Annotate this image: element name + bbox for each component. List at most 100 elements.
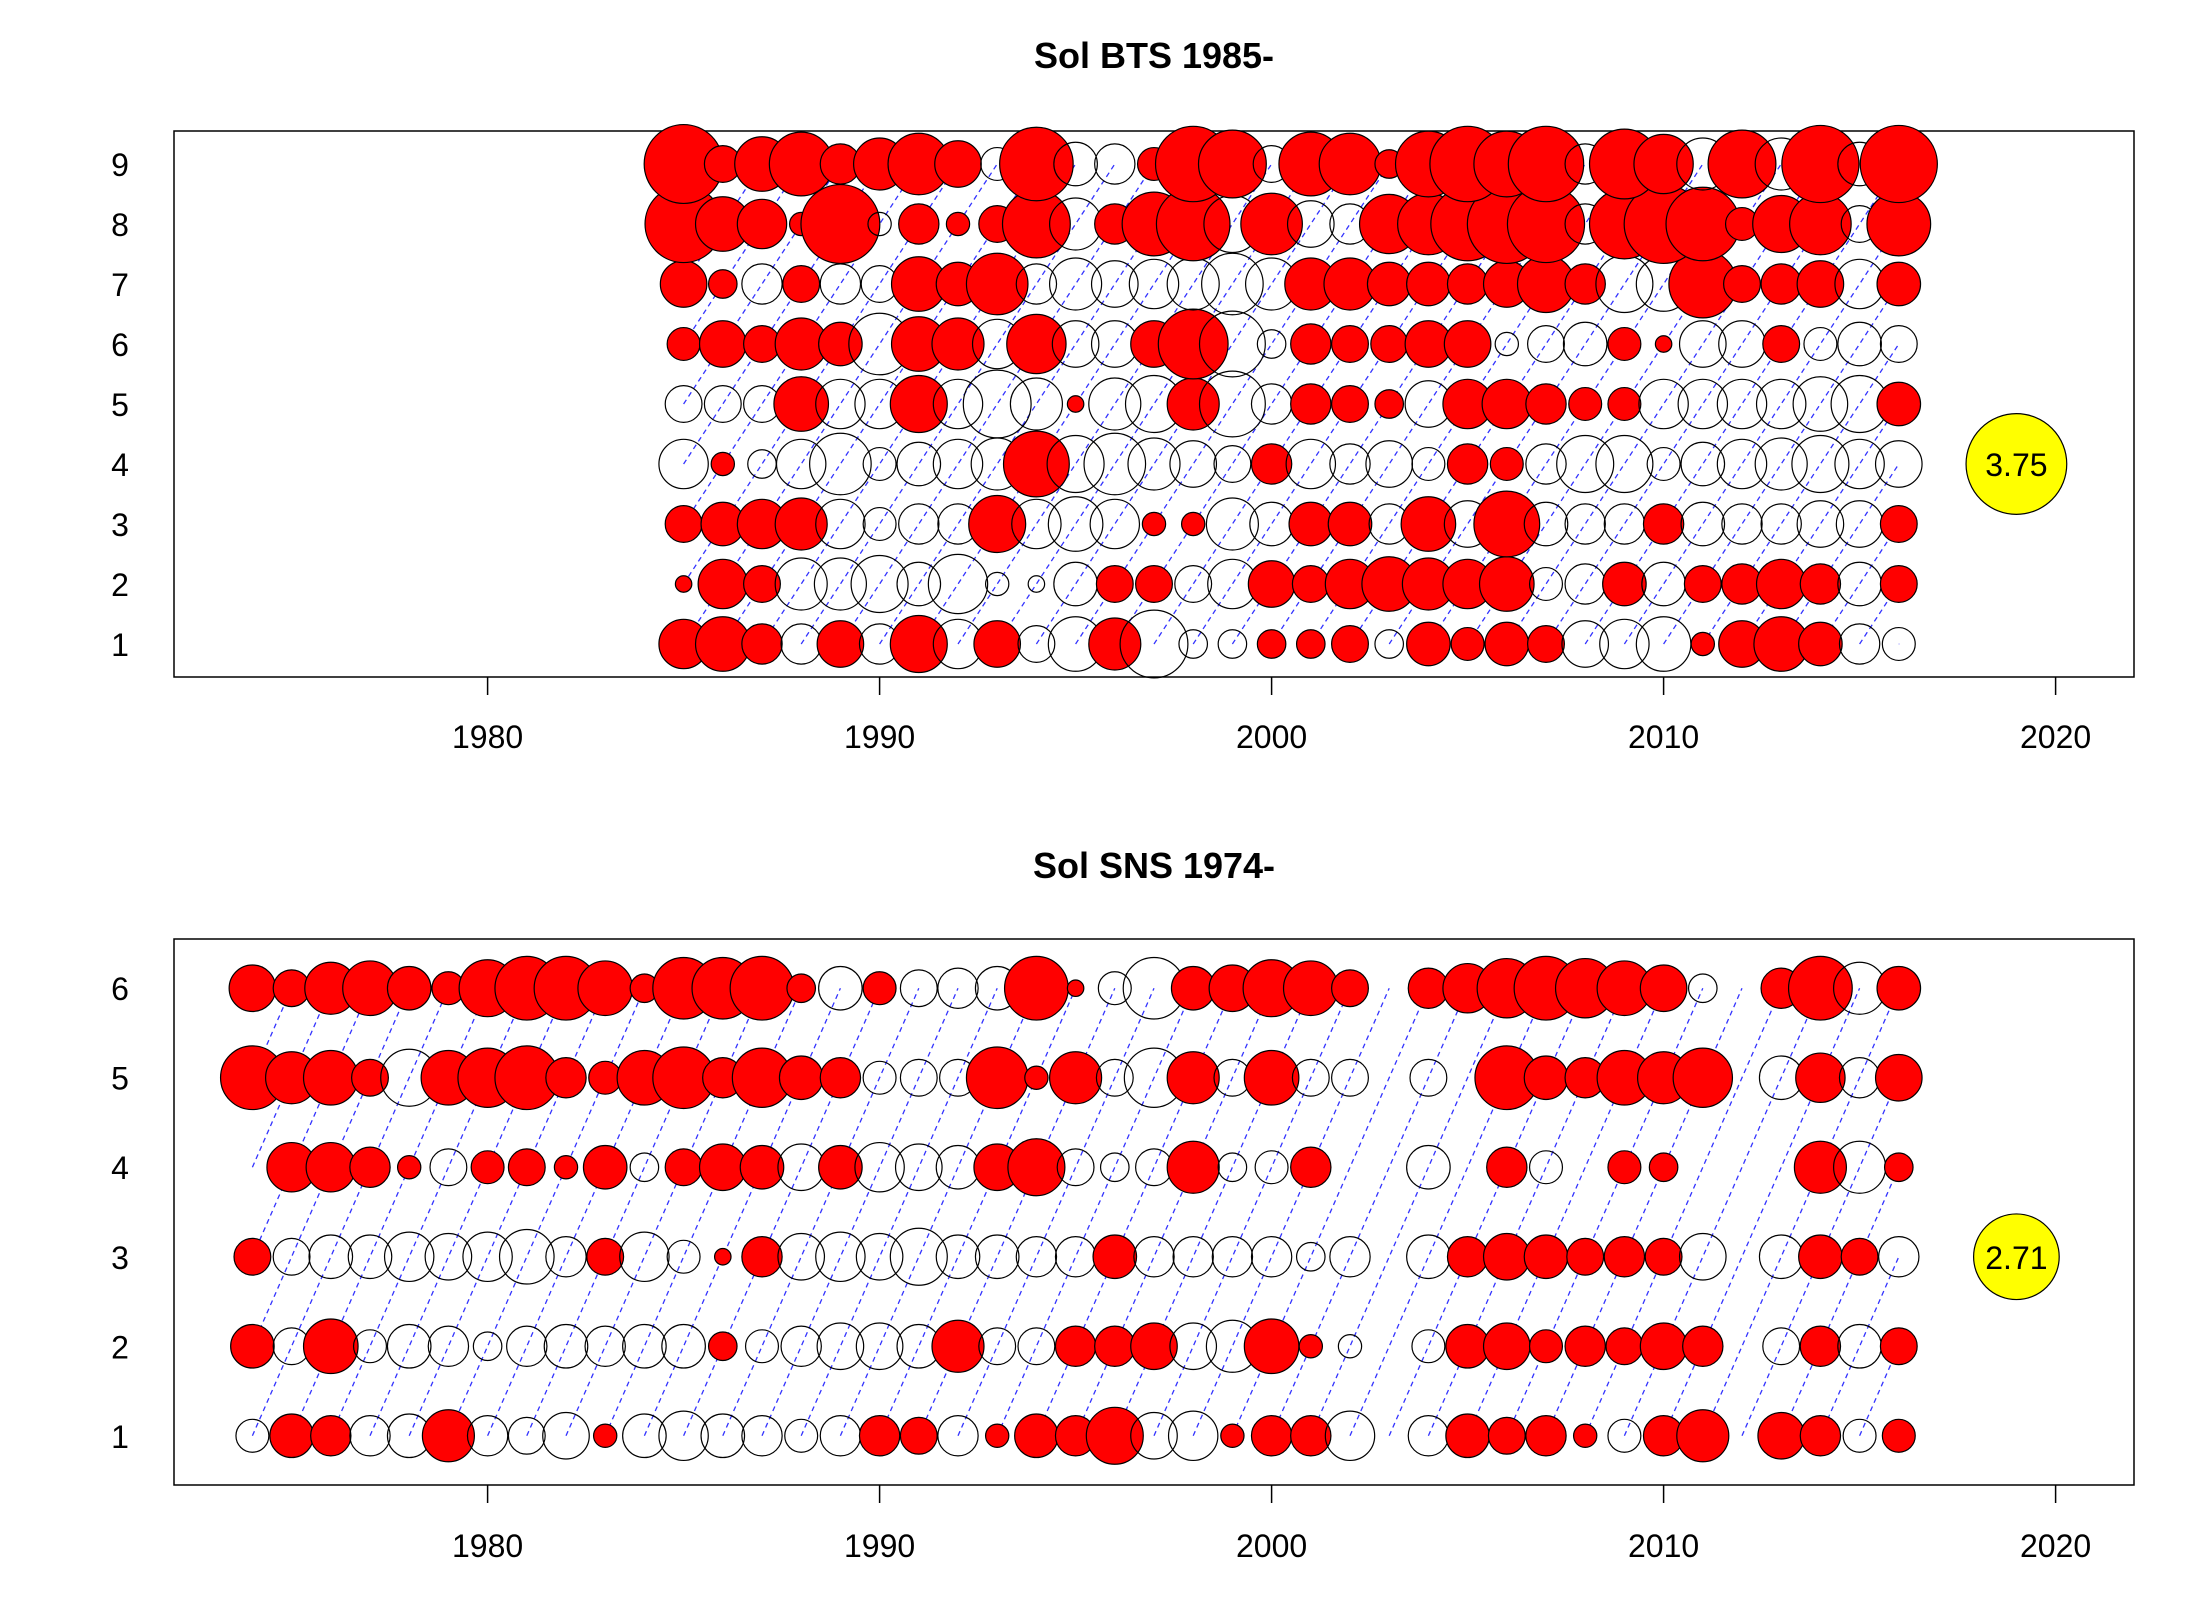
bubble-negative	[1174, 565, 1213, 603]
bubble-positive	[1879, 565, 1918, 603]
bubble-positive	[698, 320, 747, 368]
bubble-negative	[1374, 629, 1405, 659]
y-tick-label: 5	[111, 1061, 129, 1097]
bubble-positive	[349, 1146, 391, 1188]
bubble-positive	[862, 971, 897, 1006]
bubble-positive	[729, 955, 795, 1021]
bubble-negative	[1083, 432, 1147, 496]
bubble-negative	[703, 385, 742, 423]
bubble-negative	[937, 1415, 979, 1457]
bubble-positive	[1881, 1418, 1916, 1453]
x-tick-label: 2020	[2020, 719, 2091, 755]
cohort-line	[1819, 523, 1900, 645]
bubble-positive	[713, 1247, 732, 1266]
bubble-positive	[1290, 1146, 1332, 1188]
bubble-positive	[934, 140, 982, 188]
bubble-negative	[1678, 1232, 1727, 1281]
bubble-negative	[1051, 320, 1100, 368]
bubble-positive	[1486, 1146, 1528, 1188]
cohort-line	[996, 987, 1194, 1437]
cohort-line	[251, 987, 410, 1347]
bubble-negative	[1525, 443, 1567, 485]
bubble-positive	[1478, 556, 1535, 612]
bubble-positive	[1370, 325, 1409, 363]
bubble-negative	[1205, 497, 1260, 551]
bubble-positive	[1799, 1325, 1842, 1368]
bubble-positive	[666, 326, 701, 362]
cohort-line	[1741, 1077, 1900, 1437]
bubble-positive	[1762, 325, 1801, 363]
bubble-negative	[1837, 321, 1882, 367]
bubble-negative	[658, 438, 709, 490]
bubble-positive	[968, 494, 1027, 554]
bubble-negative	[775, 438, 827, 490]
bubble-negative	[1721, 503, 1763, 545]
bubble-positive	[707, 269, 738, 299]
bubble-negative	[1874, 440, 1923, 488]
bubble-positive	[1607, 1150, 1642, 1185]
bubble-negative	[932, 438, 984, 490]
bubble-positive	[1482, 1232, 1531, 1281]
bubble-positive	[698, 1143, 747, 1192]
bubble-negative	[780, 1325, 822, 1368]
cohort-line	[1075, 163, 1390, 645]
bubble-positive	[1757, 1411, 1806, 1460]
bubble-positive	[1166, 1140, 1220, 1194]
cohort-line	[1859, 583, 1900, 645]
bubble-negative	[1603, 503, 1646, 545]
bubble-positive	[1527, 625, 1565, 663]
bubble-negative	[855, 1232, 904, 1281]
bubble-positive	[1331, 385, 1369, 423]
bubble-negative	[545, 1236, 587, 1278]
chart-title: Sol SNS 1974-	[1033, 845, 1275, 886]
bubble-positive	[1876, 261, 1922, 307]
max-bubble-label: 3.75	[1985, 447, 2047, 483]
bubble-negative	[542, 1411, 590, 1460]
bubble-positive	[1707, 129, 1777, 199]
bubble-negative	[1167, 1410, 1219, 1462]
bubble-positive	[984, 1423, 1010, 1448]
bubble-negative	[1017, 1327, 1056, 1366]
bubble-positive	[1482, 1322, 1531, 1371]
bubble-negative	[507, 1416, 546, 1455]
bubble-negative	[1365, 440, 1414, 488]
bubble-negative	[1716, 378, 1768, 430]
bubble-positive	[1250, 443, 1293, 485]
bubble-negative	[1687, 973, 1718, 1004]
bubble-positive	[774, 497, 828, 551]
x-tick-label: 2000	[1236, 719, 1307, 755]
bubble-positive	[1374, 389, 1405, 419]
bubble-negative	[1249, 501, 1294, 547]
bubble-negative	[1607, 1418, 1642, 1453]
bubble-negative	[1760, 503, 1802, 545]
bubble-negative	[1295, 1241, 1326, 1272]
bubble-positive	[1795, 1052, 1846, 1104]
bubble-negative	[1166, 257, 1220, 311]
bubble-positive	[1564, 263, 1606, 305]
bubble-negative	[427, 1325, 470, 1368]
bubble-positive	[1602, 561, 1647, 607]
bubble-negative	[818, 965, 863, 1011]
bubble-positive	[778, 1055, 824, 1101]
bubble-negative	[1088, 377, 1142, 431]
bubble-positive	[302, 1049, 359, 1106]
bubble-negative	[1838, 623, 1881, 665]
bubble-negative	[777, 1232, 826, 1281]
bubble-negative	[661, 1323, 706, 1369]
cohort-line	[879, 987, 1077, 1437]
bubble-negative	[1017, 625, 1056, 663]
plot-frame	[173, 130, 2135, 678]
cohort-line	[1271, 987, 1469, 1437]
bubble-negative	[962, 369, 1032, 439]
cohort-line	[1584, 163, 1900, 645]
cohort-line	[957, 987, 1155, 1437]
bubbles	[219, 955, 1923, 1465]
x-tick-label: 2000	[1236, 1528, 1307, 1564]
bubble-positive	[818, 1144, 863, 1190]
bubble-negative	[1329, 1236, 1371, 1278]
bubble-positive	[305, 1141, 357, 1193]
bubble-negative	[899, 969, 938, 1008]
bubble-positive	[1799, 563, 1842, 605]
bubble-positive	[899, 1416, 938, 1455]
bubble-positive	[1683, 565, 1722, 603]
